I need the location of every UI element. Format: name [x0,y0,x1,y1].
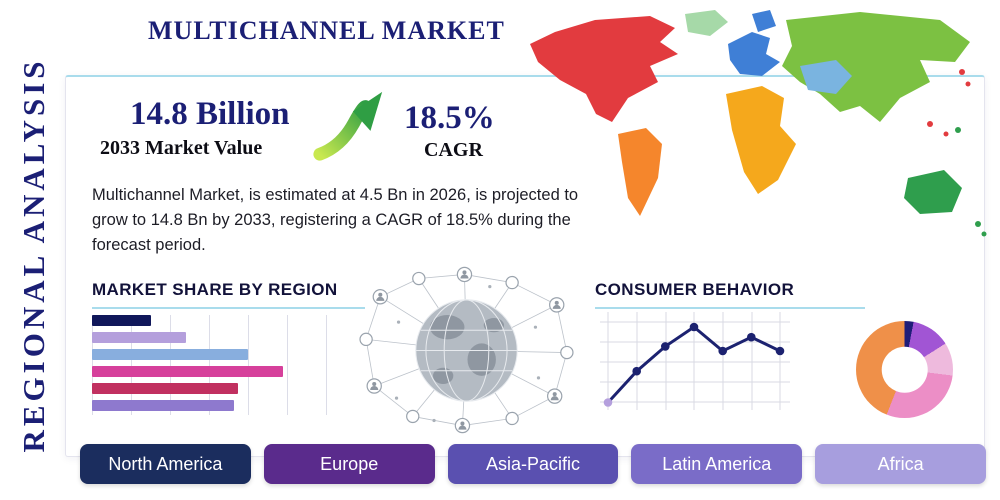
donut-chart-hole [881,346,928,393]
line-chart-point [775,346,785,356]
continent-africa [726,86,796,194]
region-button-north-america[interactable]: North America [80,444,251,484]
line-chart-point [747,332,756,342]
cagr-stat: 18.5% [404,100,495,136]
bar-chart-bar [92,349,248,360]
line-chart [600,312,790,410]
consumer-behavior-heading: CONSUMER BEHAVIOR [595,280,865,309]
donut-chart [856,321,953,418]
bar-chart-bar [92,315,151,326]
region-buttons: North America Europe Asia-Pacific Latin Ame… [80,444,986,484]
vertical-axis-label-text: REGIONAL ANALYSIS [16,57,51,453]
line-chart-point [603,398,613,407]
region-central-asia [800,60,852,94]
line-chart-series [603,322,785,407]
continent-north-america [530,16,678,122]
market-value-stat: 14.8 Billion [130,96,290,132]
region-button-europe[interactable]: Europe [263,444,435,484]
line-chart-point [689,322,699,332]
continent-asia [782,12,970,122]
line-chart-point [661,342,670,351]
growth-arrow-icon [313,91,383,161]
market-share-heading: MARKET SHARE BY REGION [92,280,365,309]
line-chart-point [632,366,641,376]
region-button-asia-pacific[interactable]: Asia-Pacific [447,444,619,484]
bar-chart-bar [92,366,284,377]
world-map [530,10,987,237]
island-greenland [685,10,728,36]
scatter-dots [394,285,541,423]
market-value-label: 2033 Market Value [100,137,263,159]
region-button-africa[interactable]: Africa [815,444,986,484]
bar-chart-bar [92,383,239,394]
globe-gridlines [415,299,518,402]
bar-chart-bar [92,400,234,411]
globe-network-illustration [359,266,574,434]
line-chart-point [718,346,727,356]
person-icons [370,270,561,430]
region-scandinavia [752,10,776,32]
islands-red-group [927,69,971,137]
market-description: Multichannel Market, is estimated at 4.5… [92,186,579,254]
page-title: MULTICHANNEL MARKET [148,16,505,45]
line-chart-grid [600,312,790,410]
bar-chart-bar [92,332,187,343]
continent-europe [728,32,780,76]
continent-australia [904,170,962,214]
continent-south-america [618,128,662,216]
islands-green-group [955,127,987,237]
cagr-label: CAGR [424,139,483,161]
bar-chart [92,315,328,415]
vertical-axis-label: REGIONAL ANALYSIS [14,55,54,455]
region-button-latin-america[interactable]: Latin America [631,444,803,484]
